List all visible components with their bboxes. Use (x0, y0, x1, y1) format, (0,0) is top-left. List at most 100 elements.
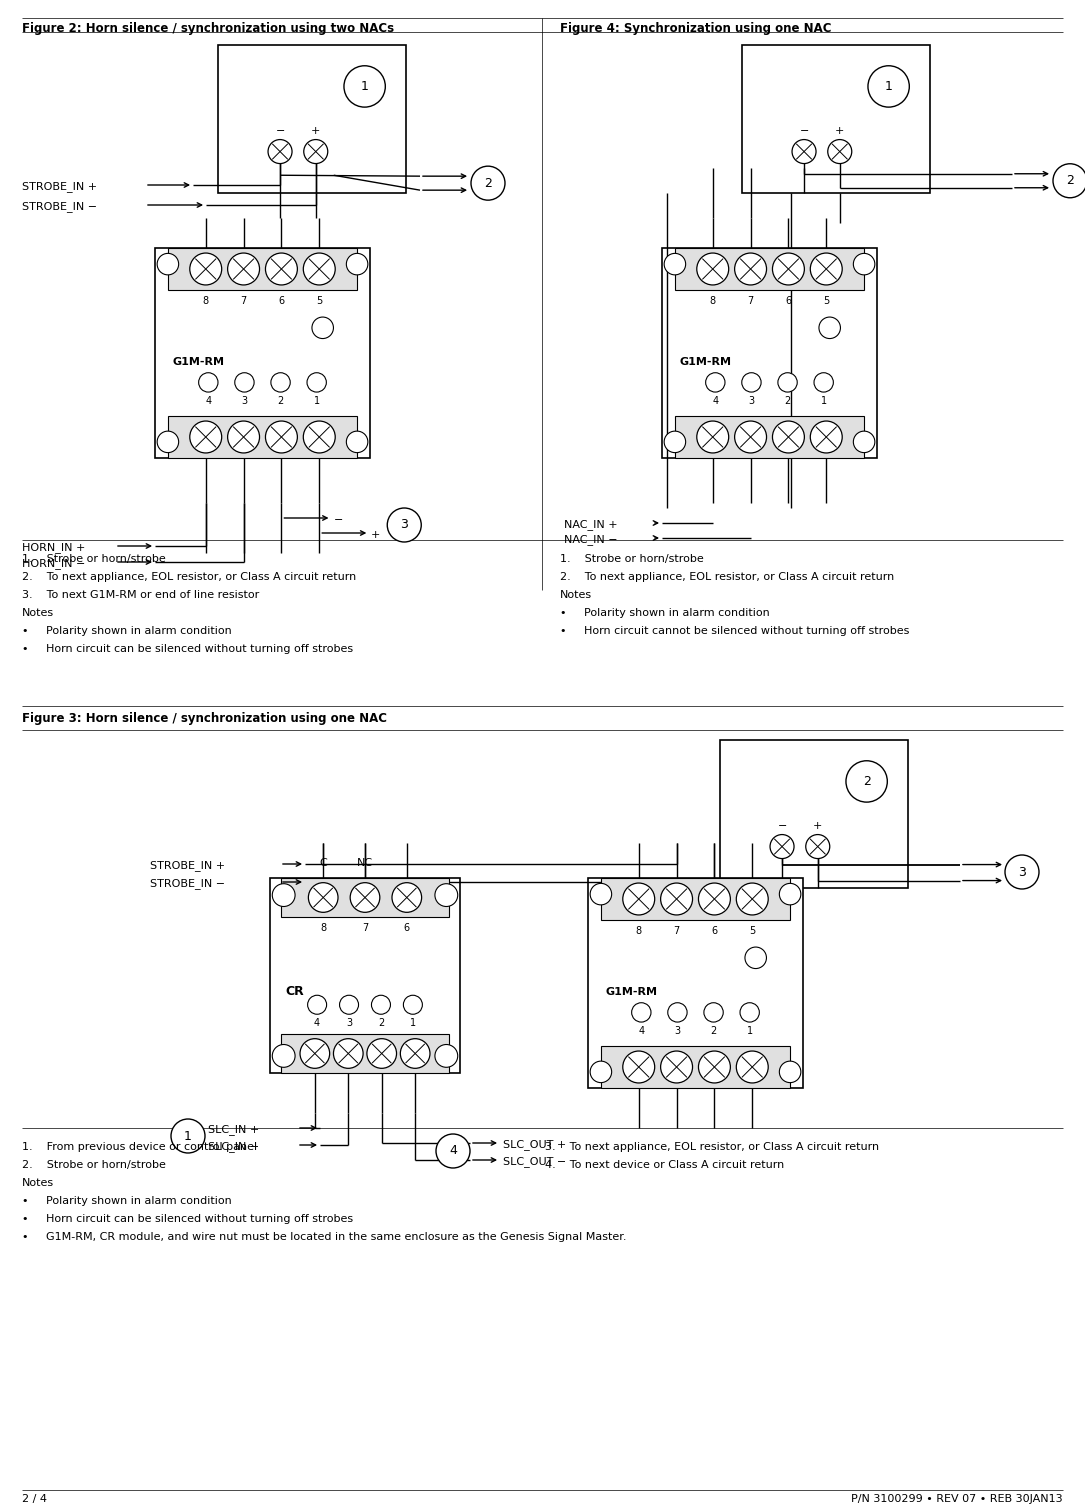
Circle shape (350, 883, 380, 912)
Circle shape (333, 1038, 363, 1068)
Text: Figure 4: Synchronization using one NAC: Figure 4: Synchronization using one NAC (560, 23, 831, 35)
Text: HORN_IN +: HORN_IN + (22, 543, 86, 553)
Text: STROBE_IN −: STROBE_IN − (22, 202, 98, 212)
Circle shape (623, 883, 654, 915)
Text: 1: 1 (746, 1026, 753, 1037)
Text: −: − (333, 515, 343, 524)
Circle shape (664, 253, 686, 274)
Circle shape (737, 883, 768, 915)
Text: 1.    Strobe or horn/strobe: 1. Strobe or horn/strobe (22, 555, 166, 564)
Circle shape (228, 420, 259, 454)
Circle shape (779, 883, 801, 904)
Circle shape (266, 420, 297, 454)
Circle shape (631, 1002, 651, 1022)
Text: 3.    To next G1M-RM or end of line resistor: 3. To next G1M-RM or end of line resisto… (22, 591, 259, 600)
Text: 6: 6 (404, 922, 410, 933)
Text: 1: 1 (184, 1130, 192, 1142)
Circle shape (810, 420, 842, 454)
Circle shape (346, 253, 368, 274)
Text: G1M-RM: G1M-RM (173, 357, 225, 368)
Text: 7: 7 (674, 925, 679, 936)
Text: 6: 6 (279, 295, 284, 306)
Circle shape (667, 1002, 687, 1022)
Text: SLC_IN −: SLC_IN − (208, 1141, 259, 1153)
Text: 2: 2 (378, 1019, 384, 1028)
Circle shape (268, 140, 292, 164)
Bar (588, 879, 803, 1088)
Circle shape (387, 508, 421, 543)
Circle shape (367, 1038, 396, 1068)
Circle shape (853, 431, 875, 452)
Text: +: + (835, 125, 844, 136)
Text: 8: 8 (710, 295, 716, 306)
Circle shape (697, 420, 729, 454)
Circle shape (699, 1050, 730, 1084)
Text: 2: 2 (484, 176, 492, 190)
Text: 4: 4 (314, 1019, 320, 1028)
Circle shape (400, 1038, 430, 1068)
Text: 2: 2 (1067, 175, 1074, 187)
Text: Notes: Notes (22, 1178, 54, 1188)
Circle shape (308, 883, 339, 912)
Circle shape (304, 420, 335, 454)
Circle shape (661, 1050, 692, 1084)
Circle shape (304, 253, 335, 285)
Text: 3: 3 (400, 518, 408, 532)
Bar (281, 879, 448, 916)
Text: 8: 8 (203, 295, 208, 306)
Bar (675, 416, 864, 458)
Circle shape (346, 431, 368, 452)
Circle shape (190, 420, 221, 454)
Circle shape (773, 253, 804, 285)
Text: 6: 6 (712, 925, 717, 936)
Circle shape (157, 431, 179, 452)
Circle shape (301, 1038, 330, 1068)
Text: •     Horn circuit can be silenced without turning off strobes: • Horn circuit can be silenced without t… (22, 643, 353, 654)
Text: −: − (800, 125, 808, 136)
Text: G1M-RM: G1M-RM (679, 357, 731, 368)
Circle shape (1005, 854, 1039, 889)
Text: 2.    To next appliance, EOL resistor, or Class A circuit return: 2. To next appliance, EOL resistor, or C… (560, 573, 894, 582)
Text: 7: 7 (748, 295, 754, 306)
Bar (168, 249, 357, 289)
Circle shape (234, 372, 254, 392)
Circle shape (664, 431, 686, 452)
Circle shape (307, 372, 327, 392)
Bar (218, 45, 406, 193)
Text: •     Horn circuit can be silenced without turning off strobes: • Horn circuit can be silenced without t… (22, 1215, 353, 1224)
Text: Figure 2: Horn silence / synchronization using two NACs: Figure 2: Horn silence / synchronization… (22, 23, 394, 35)
Bar (601, 879, 790, 919)
Circle shape (590, 883, 612, 904)
Circle shape (1054, 164, 1085, 197)
Circle shape (623, 1050, 654, 1084)
Text: 4: 4 (449, 1144, 457, 1157)
Circle shape (471, 166, 505, 200)
Circle shape (819, 316, 841, 339)
Circle shape (272, 883, 295, 907)
Text: 1.    From previous device or control panel: 1. From previous device or control panel (22, 1142, 257, 1151)
Circle shape (778, 372, 797, 392)
Bar (270, 879, 460, 1073)
Text: 1: 1 (360, 80, 369, 93)
Circle shape (190, 253, 221, 285)
Text: 6: 6 (786, 295, 791, 306)
Text: 5: 5 (749, 925, 755, 936)
Circle shape (745, 946, 766, 969)
Text: P/N 3100299 • REV 07 • REB 30JAN13: P/N 3100299 • REV 07 • REB 30JAN13 (852, 1493, 1063, 1504)
Text: STROBE_IN −: STROBE_IN − (150, 879, 225, 889)
Text: SLC_OUT +: SLC_OUT + (503, 1139, 566, 1150)
Circle shape (828, 140, 852, 164)
Text: 3: 3 (749, 396, 754, 405)
Bar (662, 249, 877, 458)
Text: •     G1M-RM, CR module, and wire nut must be located in the same enclosure as t: • G1M-RM, CR module, and wire nut must b… (22, 1233, 626, 1242)
Circle shape (340, 995, 358, 1014)
Circle shape (271, 372, 290, 392)
Bar (675, 249, 864, 289)
Circle shape (228, 253, 259, 285)
Circle shape (312, 316, 333, 339)
Circle shape (436, 1133, 470, 1168)
Circle shape (697, 253, 729, 285)
Text: C: C (319, 857, 327, 868)
Circle shape (773, 420, 804, 454)
Circle shape (853, 253, 875, 274)
